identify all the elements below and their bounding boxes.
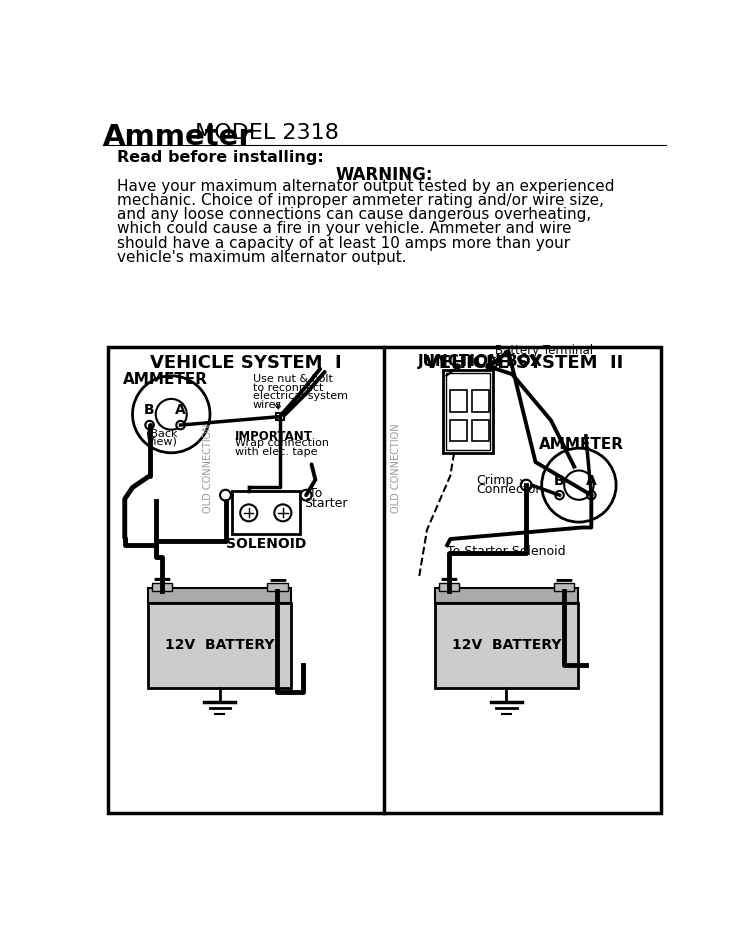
Bar <box>450 420 467 441</box>
Bar <box>148 603 291 688</box>
Text: AMMETER: AMMETER <box>539 437 624 452</box>
Text: A: A <box>586 473 597 487</box>
Text: and any loose connections can cause dangerous overheating,: and any loose connections can cause dang… <box>117 207 591 222</box>
Bar <box>446 372 490 449</box>
Circle shape <box>146 421 154 429</box>
Text: View): View) <box>146 437 178 446</box>
Text: OLD CONNECTION: OLD CONNECTION <box>203 424 214 513</box>
Text: Connector: Connector <box>476 483 540 496</box>
Text: wires: wires <box>253 400 282 409</box>
Text: should have a capacity of at least 10 amps more than your: should have a capacity of at least 10 am… <box>117 236 570 251</box>
Text: To: To <box>309 487 322 501</box>
Bar <box>439 583 459 591</box>
Text: +: + <box>152 568 172 592</box>
Circle shape <box>555 491 564 500</box>
Text: −: − <box>554 568 574 592</box>
Bar <box>232 491 300 534</box>
Text: which could cause a fire in your vehicle. Ammeter and wire: which could cause a fire in your vehicle… <box>117 221 572 237</box>
Bar <box>276 412 284 421</box>
Bar <box>267 583 287 591</box>
Text: −: − <box>267 568 288 592</box>
Circle shape <box>240 504 257 522</box>
Text: B: B <box>144 403 154 417</box>
Text: AMMETER: AMMETER <box>123 372 208 387</box>
Circle shape <box>301 490 311 501</box>
Bar <box>435 603 578 688</box>
Text: SOLENOID: SOLENOID <box>226 538 306 552</box>
Text: Use nut & bolt: Use nut & bolt <box>253 374 332 384</box>
Text: JUNCTION BOX: JUNCTION BOX <box>418 354 542 370</box>
Bar <box>472 420 489 441</box>
Text: Starter: Starter <box>304 497 348 510</box>
Bar <box>472 390 489 412</box>
Circle shape <box>587 491 596 500</box>
Text: VEHICLE SYSTEM  II: VEHICLE SYSTEM II <box>424 354 623 372</box>
Text: (Back: (Back <box>146 428 178 438</box>
Text: to reconnect: to reconnect <box>253 383 323 392</box>
Text: mechanic. Choice of improper ammeter rating and/or wire size,: mechanic. Choice of improper ammeter rat… <box>117 193 604 208</box>
Bar <box>554 583 574 591</box>
Text: Wrap connection: Wrap connection <box>235 438 328 448</box>
Circle shape <box>176 421 184 429</box>
Circle shape <box>274 504 291 522</box>
Text: 12V  BATTERY: 12V BATTERY <box>452 638 561 653</box>
Text: IMPORTANT: IMPORTANT <box>235 429 313 443</box>
Text: electrical system: electrical system <box>253 391 347 401</box>
Circle shape <box>486 364 492 370</box>
Text: Have your maximum alternator output tested by an experienced: Have your maximum alternator output test… <box>117 179 614 194</box>
Text: vehicle's maximum alternator output.: vehicle's maximum alternator output. <box>117 250 406 265</box>
Bar <box>152 583 172 591</box>
Circle shape <box>220 490 231 501</box>
Text: 12V  BATTERY: 12V BATTERY <box>165 638 274 653</box>
Bar <box>108 347 661 813</box>
Text: Ammeter: Ammeter <box>103 124 254 151</box>
Text: with elec. tape: with elec. tape <box>235 446 317 457</box>
Bar <box>148 587 291 603</box>
Text: Battery Terminal: Battery Terminal <box>495 344 593 357</box>
Circle shape <box>133 376 210 453</box>
Text: OLD CONNECTION: OLD CONNECTION <box>391 424 401 513</box>
Text: Read before installing:: Read before installing: <box>117 150 324 165</box>
Text: Crimp: Crimp <box>476 474 513 487</box>
Circle shape <box>456 364 460 369</box>
Text: To Starter Solenoid: To Starter Solenoid <box>447 545 566 559</box>
Circle shape <box>542 448 616 522</box>
Text: B: B <box>554 473 565 487</box>
Text: VEHICLE SYSTEM  I: VEHICLE SYSTEM I <box>150 354 341 372</box>
Text: WARNING:: WARNING: <box>336 166 433 184</box>
Bar <box>435 587 578 603</box>
Text: +: + <box>438 568 459 592</box>
Text: MODEL 2318: MODEL 2318 <box>188 124 339 143</box>
Text: A: A <box>176 403 186 417</box>
Bar <box>450 390 467 412</box>
Bar <box>442 370 493 453</box>
